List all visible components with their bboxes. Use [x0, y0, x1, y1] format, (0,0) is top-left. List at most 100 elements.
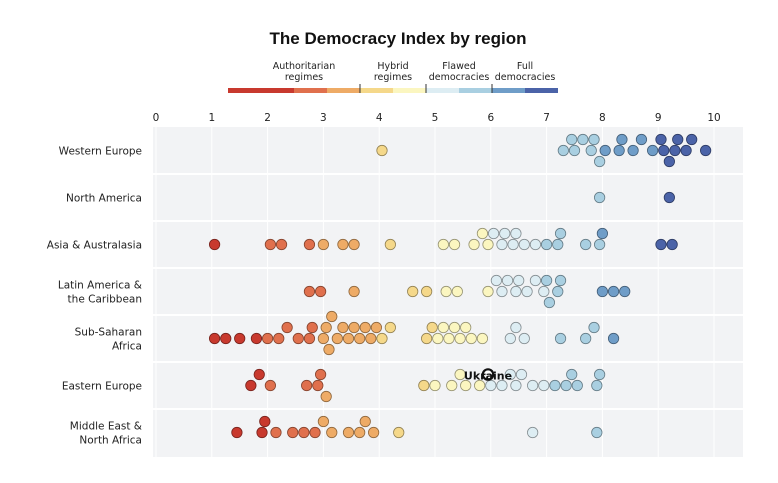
- data-point: [393, 426, 405, 439]
- data-point: [566, 368, 578, 381]
- data-point: [256, 426, 268, 439]
- region-label: Middle East &: [70, 421, 142, 433]
- data-point: [663, 155, 675, 168]
- data-point: [554, 227, 567, 240]
- legend-swatch-5: [426, 88, 459, 93]
- x-tick-label: 3: [320, 112, 327, 124]
- legend-swatch-1: [294, 88, 327, 93]
- data-point: [607, 332, 620, 345]
- legend-swatch-8: [525, 88, 558, 93]
- data-point: [527, 379, 539, 392]
- data-point: [429, 379, 441, 392]
- data-point: [303, 285, 316, 298]
- data-point: [264, 238, 276, 251]
- data-point: [384, 321, 396, 334]
- data-point: [599, 144, 611, 157]
- data-point: [529, 274, 542, 287]
- data-point: [460, 379, 472, 392]
- data-point: [326, 426, 338, 439]
- region-label-line2: North Africa: [79, 435, 142, 447]
- data-point: [490, 274, 502, 287]
- x-tick-label: 1: [208, 112, 215, 124]
- x-tick-label: 9: [655, 112, 662, 124]
- data-point: [482, 285, 494, 298]
- data-point: [594, 191, 606, 204]
- x-tick-label: 10: [707, 112, 720, 124]
- data-points: [208, 133, 712, 439]
- data-point: [527, 426, 539, 439]
- data-point: [270, 426, 282, 439]
- data-point: [496, 285, 508, 298]
- data-point: [323, 343, 335, 356]
- x-tick-label: 5: [432, 112, 439, 124]
- data-point: [680, 144, 692, 157]
- data-point: [443, 332, 455, 345]
- data-point: [437, 238, 449, 251]
- data-point: [672, 133, 684, 146]
- region-label: Eastern Europe: [62, 381, 142, 393]
- data-point: [309, 426, 321, 439]
- data-point: [292, 332, 304, 345]
- data-point: [496, 238, 508, 251]
- data-point: [552, 238, 564, 251]
- data-point: [245, 379, 257, 392]
- data-point: [700, 144, 712, 157]
- annotation-label: Ukraine: [464, 370, 512, 383]
- data-point: [591, 379, 603, 392]
- data-point: [365, 332, 377, 345]
- data-point: [560, 379, 572, 392]
- data-point: [543, 296, 555, 309]
- data-point: [540, 274, 553, 287]
- data-point: [557, 144, 569, 157]
- data-point: [487, 227, 500, 240]
- data-point: [585, 144, 597, 157]
- data-point: [220, 332, 232, 345]
- data-point: [421, 285, 433, 298]
- data-point: [208, 332, 221, 345]
- data-point: [510, 227, 522, 240]
- data-point: [359, 321, 371, 334]
- data-point: [348, 285, 360, 298]
- data-point: [259, 415, 271, 428]
- data-point: [554, 332, 567, 345]
- data-point: [504, 332, 516, 345]
- region-label: Latin America &: [58, 280, 142, 292]
- data-point: [619, 285, 631, 298]
- chart-title: The Democracy Index by region: [270, 29, 527, 48]
- region-label-line2: Africa: [112, 341, 142, 353]
- data-point: [426, 321, 438, 334]
- data-point: [342, 332, 355, 345]
- data-point: [320, 390, 332, 403]
- data-point: [348, 238, 360, 251]
- data-point: [331, 332, 343, 345]
- data-point: [275, 238, 288, 251]
- data-point: [568, 144, 581, 157]
- data-point: [264, 379, 276, 392]
- data-point: [515, 368, 528, 381]
- data-point: [616, 133, 628, 146]
- legend-label-0-line2: regimes: [285, 72, 323, 83]
- data-point: [301, 379, 313, 392]
- data-point: [253, 368, 265, 381]
- x-tick-label: 8: [599, 112, 606, 124]
- region-label: Asia & Australasia: [47, 240, 142, 252]
- data-point: [594, 368, 606, 381]
- data-point: [476, 332, 489, 345]
- data-point: [571, 379, 583, 392]
- region-rows: Western Europe North America Asia & Austra…: [47, 146, 142, 447]
- data-point: [376, 332, 388, 345]
- data-point: [588, 321, 600, 334]
- data-point: [421, 332, 433, 345]
- region-label-line2: the Caribbean: [68, 294, 142, 306]
- legend-swatch-3: [360, 88, 393, 93]
- data-point: [448, 238, 461, 251]
- x-tick-label: 2: [264, 112, 271, 124]
- data-point: [613, 144, 625, 157]
- data-point: [635, 133, 648, 146]
- data-point: [418, 379, 430, 392]
- data-point: [454, 332, 466, 345]
- data-point: [342, 426, 355, 439]
- legend-label-1: Hybrid: [377, 61, 408, 72]
- data-point: [686, 133, 698, 146]
